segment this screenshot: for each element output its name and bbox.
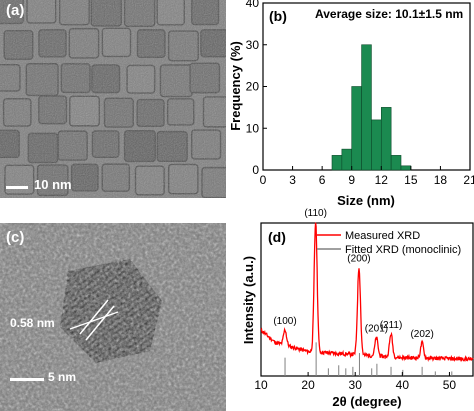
x-tick-label: 21 <box>463 173 474 187</box>
y-tick-label: 40 <box>246 0 260 10</box>
scale-bar-a <box>6 186 28 189</box>
scale-bar-label-c: 5 nm <box>48 370 77 384</box>
y-tick-label: 10 <box>246 121 260 135</box>
histogram-bar <box>371 119 382 171</box>
histogram-bar <box>361 44 372 171</box>
x-tick-label: 9 <box>348 173 355 187</box>
y-tick-label: 20 <box>246 80 260 94</box>
x-tick-label: 15 <box>404 173 418 187</box>
y-tick-label: 0 <box>252 163 259 177</box>
histogram-bar <box>390 155 402 171</box>
x-tick-label: 3 <box>289 173 296 187</box>
tem-image-panel-a: (a) 10 nm <box>0 0 226 198</box>
y-tick-label: 30 <box>246 38 260 52</box>
lattice-marker-line <box>79 299 109 335</box>
lattice-spacing-arrow <box>69 311 119 330</box>
panel-label-c: (c) <box>6 229 25 246</box>
lattice-spacing-label: 0.58 nm <box>10 316 55 330</box>
scale-bar-c <box>10 378 44 381</box>
histogram-x-axis-label: Size (nm) <box>337 193 395 208</box>
hrtem-image-c <box>0 223 226 411</box>
histogram-bar <box>400 165 412 171</box>
x-tick-label: 0 <box>260 173 267 187</box>
tem-image-a <box>0 0 226 198</box>
x-tick-label: 18 <box>434 173 448 187</box>
panel-label-b: (b) <box>269 8 287 24</box>
histogram-bar <box>341 148 353 171</box>
x-tick-label: 12 <box>375 173 389 187</box>
histogram-bar <box>380 107 392 171</box>
x-tick-label: 6 <box>319 173 326 187</box>
histogram-bar <box>331 155 343 171</box>
hrtem-image-panel-c: (c) 0.58 nm 5 nm <box>0 223 226 411</box>
scale-bar-label-a: 10 nm <box>34 177 72 192</box>
histogram-annotation: Average size: 10.1±1.5 nm <box>315 7 463 21</box>
histogram-bar <box>351 86 362 171</box>
lattice-marker-line <box>85 305 115 341</box>
panel-label-a: (a) <box>6 2 25 19</box>
histogram-y-axis-label: Frequency (%) <box>228 41 243 131</box>
